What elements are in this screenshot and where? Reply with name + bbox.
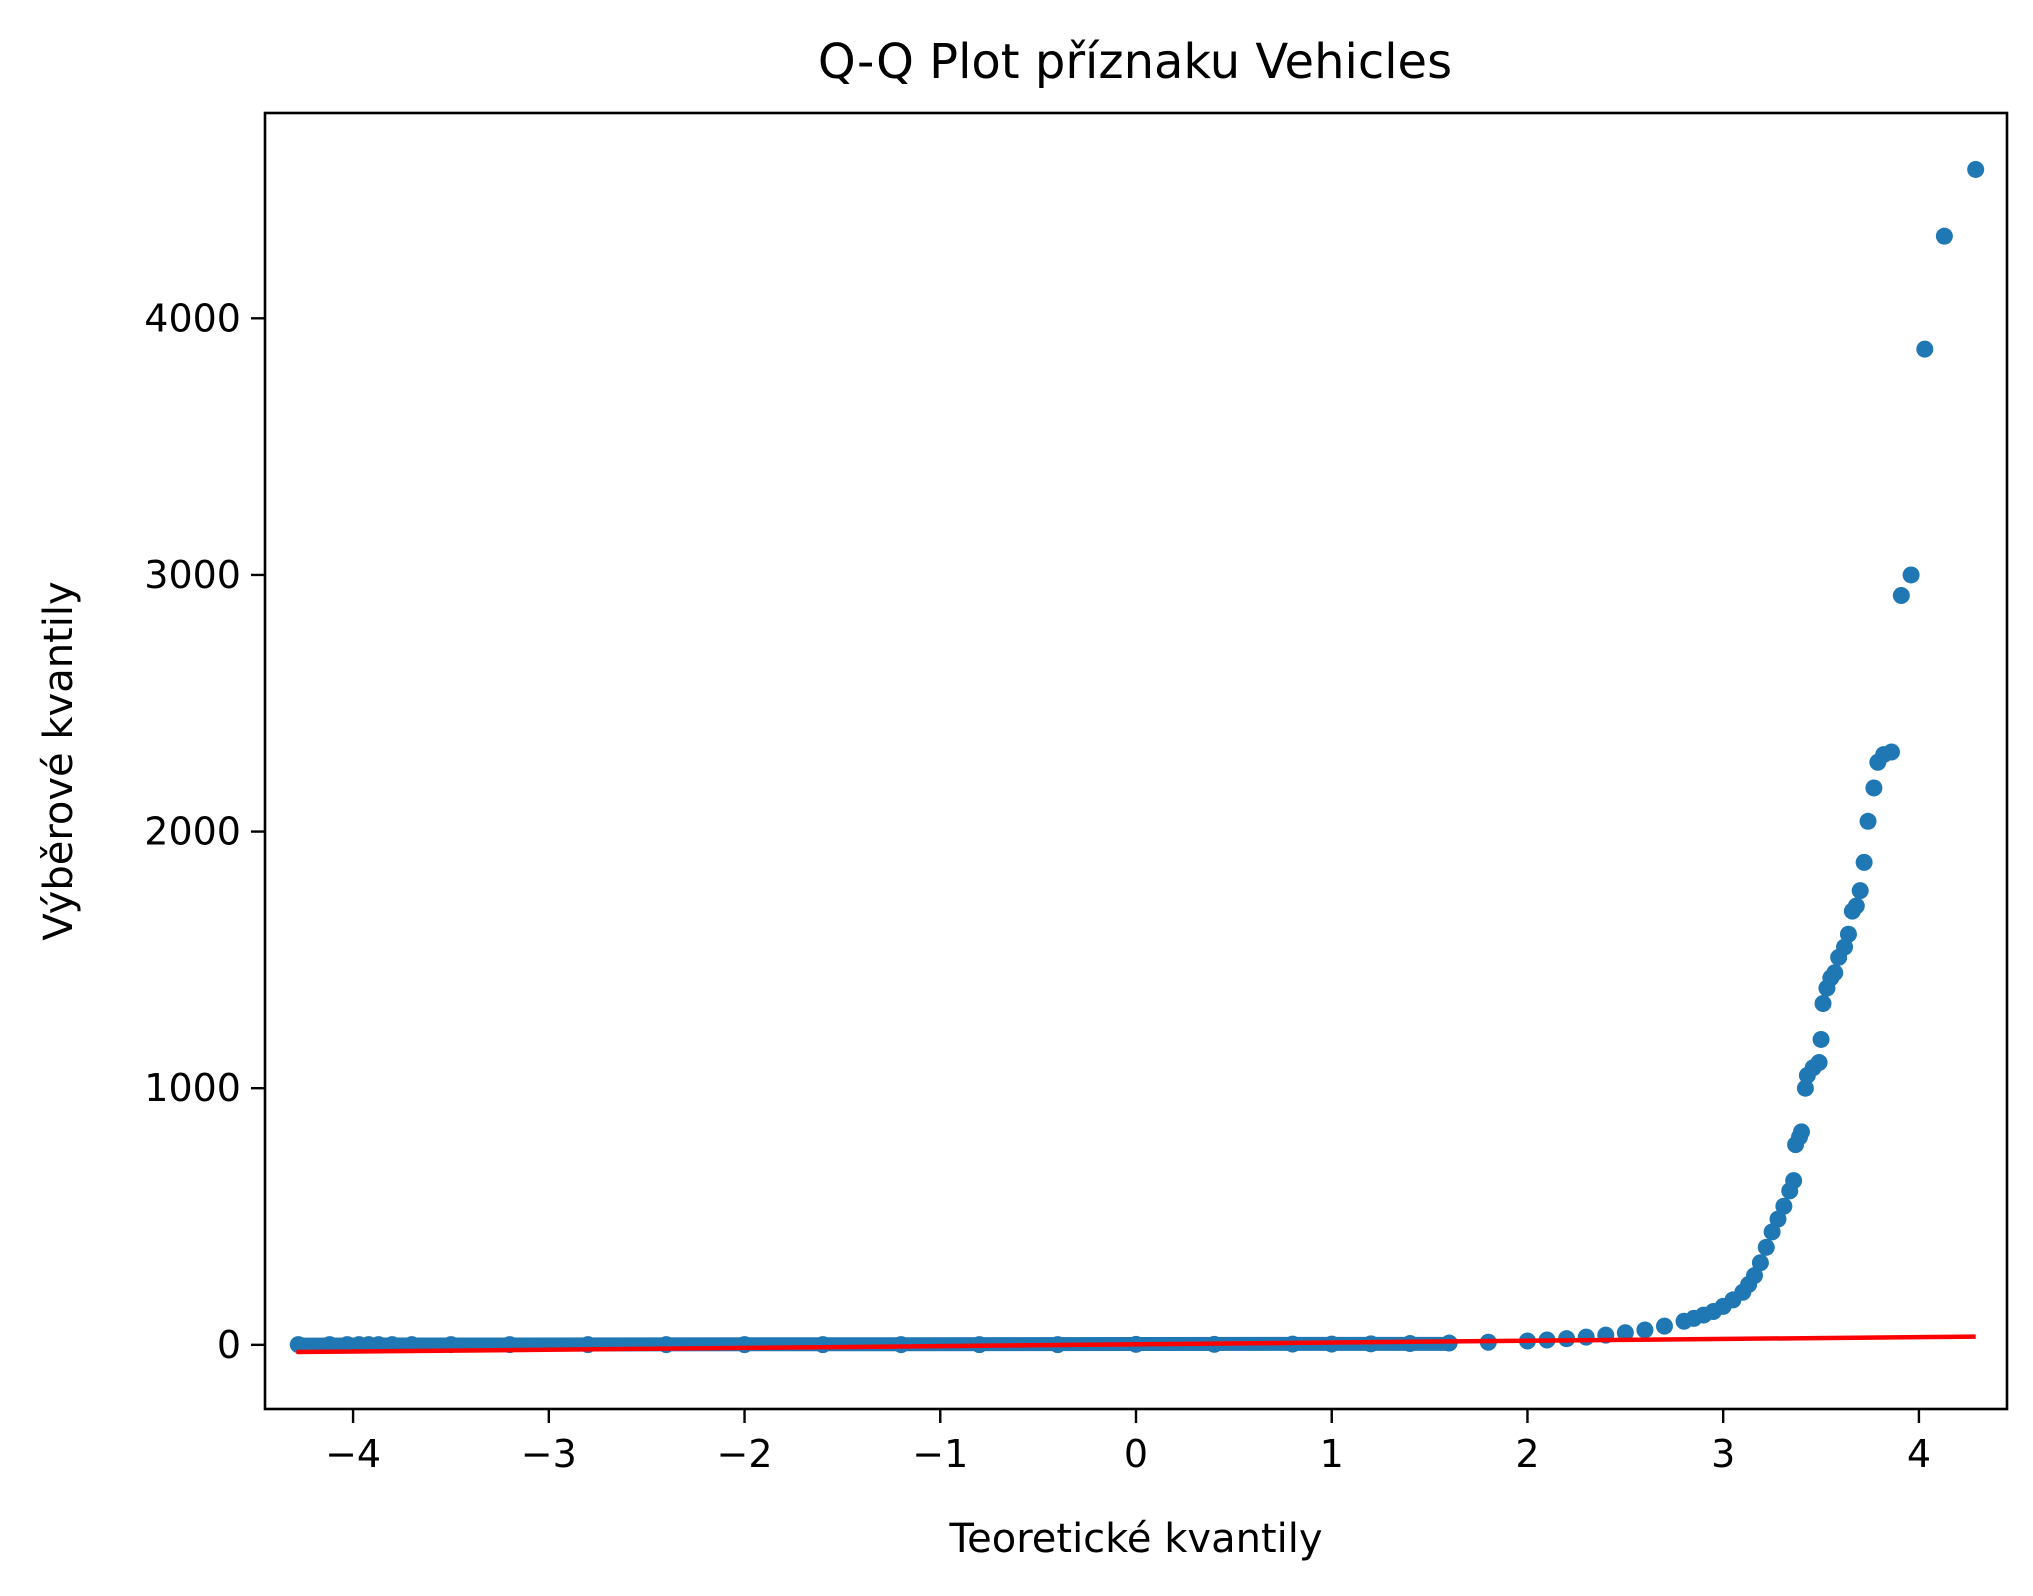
y-tick-label: 4000: [144, 296, 241, 340]
data-point: [1751, 1254, 1769, 1272]
fit-line: [296, 1334, 1976, 1355]
fit-line-group: [296, 1334, 1976, 1355]
x-tick-label: 0: [1124, 1432, 1148, 1476]
data-point: [1967, 160, 1985, 178]
y-tick-label: 0: [217, 1323, 241, 1367]
x-tick-label: 3: [1711, 1432, 1735, 1476]
x-tick-label: −2: [717, 1432, 773, 1476]
data-point: [1859, 812, 1877, 830]
data-point: [1655, 1317, 1673, 1335]
data-point: [1892, 586, 1910, 604]
data-point: [321, 1336, 339, 1354]
y-axis-ticks: 0 1000 2000 3000 4000: [144, 296, 265, 1367]
y-tick-label: 2000: [144, 810, 241, 854]
data-point: [1763, 1223, 1781, 1241]
data-point: [1839, 925, 1857, 943]
data-point: [1902, 566, 1920, 584]
data-point: [1812, 1030, 1830, 1048]
y-tick-label: 1000: [144, 1066, 241, 1110]
x-tick-label: 1: [1320, 1432, 1344, 1476]
data-point: [814, 1336, 832, 1354]
data-point: [1636, 1321, 1654, 1339]
x-axis-ticks: −4 −3 −2 −1 0 1 2 3 4: [325, 1409, 1931, 1476]
x-axis-label: Teoretické kvantily: [948, 1516, 1322, 1562]
x-tick-label: −1: [912, 1432, 968, 1476]
data-point: [1616, 1324, 1634, 1342]
data-point: [1836, 938, 1854, 956]
data-point: [1796, 1079, 1814, 1097]
x-tick-label: −3: [521, 1432, 577, 1476]
x-tick-label: −4: [325, 1432, 381, 1476]
y-tick-label: 3000: [144, 553, 241, 597]
data-point: [1826, 964, 1844, 982]
x-tick-label: 2: [1515, 1432, 1539, 1476]
data-point: [1577, 1328, 1595, 1346]
data-point: [1769, 1210, 1787, 1228]
data-point: [1792, 1123, 1810, 1141]
data-point: [1810, 1054, 1828, 1072]
data-point: [1814, 995, 1832, 1013]
data-point: [383, 1336, 401, 1354]
y-axis-label: Výběrové kvantily: [36, 581, 82, 940]
data-point: [338, 1336, 356, 1354]
data-point: [1855, 853, 1873, 871]
data-point: [370, 1336, 388, 1354]
data-point: [1775, 1197, 1793, 1215]
x-tick-label: 4: [1907, 1432, 1931, 1476]
chart-title: Q-Q Plot příznaku Vehicles: [818, 34, 1452, 90]
data-point: [289, 1336, 307, 1354]
data-point: [736, 1336, 754, 1354]
data-point: [1785, 1172, 1803, 1190]
data-point: [1851, 882, 1869, 900]
data-point: [1865, 779, 1883, 797]
data-point: [1757, 1238, 1775, 1256]
data-point: [1847, 897, 1865, 915]
data-point: [1916, 340, 1934, 358]
data-point: [1883, 743, 1901, 761]
data-point: [1935, 227, 1953, 245]
data-point: [1746, 1267, 1764, 1285]
